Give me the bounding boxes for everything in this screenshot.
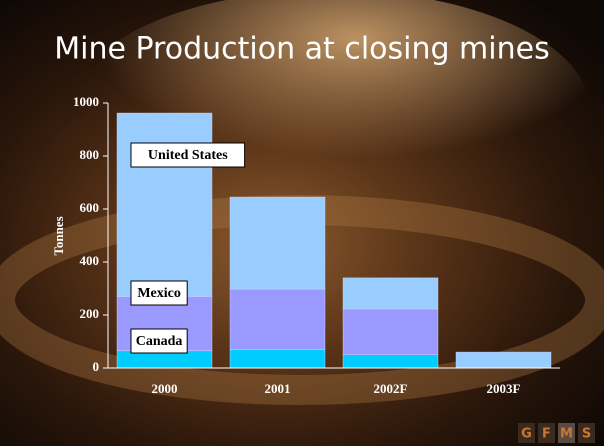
logo-tile xyxy=(518,423,535,443)
y-axis-label: Tonnes xyxy=(51,216,66,255)
bar-segment xyxy=(342,308,439,355)
logo-letter: M xyxy=(560,427,573,442)
legend-label: Mexico xyxy=(137,286,181,301)
x-tick-label: 2001 xyxy=(265,381,291,396)
bar-segment xyxy=(342,354,439,369)
logo-tile xyxy=(558,423,575,443)
y-tick-label: 400 xyxy=(80,253,100,268)
bar-segment xyxy=(455,351,552,369)
x-tick-label: 2000 xyxy=(152,381,178,396)
legend-box xyxy=(130,328,188,354)
chart-title: Mine Production at closing mines xyxy=(54,32,549,67)
y-tick-label: 800 xyxy=(80,147,100,162)
legend-box xyxy=(130,280,188,306)
bar-segment xyxy=(229,288,326,350)
legend-box xyxy=(130,142,246,168)
logo-tile xyxy=(538,423,555,443)
logo-letter: S xyxy=(582,427,591,442)
legend-label: Canada xyxy=(136,334,183,349)
bar-segment xyxy=(229,349,326,369)
logo-tile xyxy=(578,423,595,443)
y-tick-label: 600 xyxy=(80,200,100,215)
x-tick-label: 2002F xyxy=(374,381,408,396)
bar-segment xyxy=(229,196,326,290)
y-tick-label: 1000 xyxy=(73,94,99,109)
logo-letter: G xyxy=(521,427,532,442)
x-tick-label: 2003F xyxy=(487,381,521,396)
y-tick-label: 200 xyxy=(80,306,100,321)
y-tick-label: 0 xyxy=(93,359,100,374)
logo-letter: F xyxy=(542,427,551,442)
bar-segment xyxy=(116,112,213,297)
legend-label: United States xyxy=(148,148,228,163)
bar-segment xyxy=(342,277,439,310)
